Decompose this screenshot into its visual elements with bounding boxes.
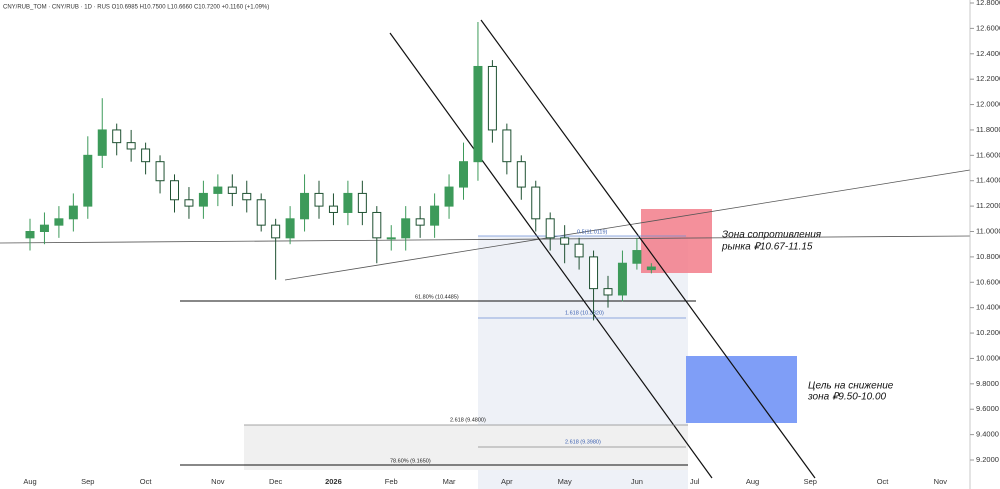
y-tick-label: 9.2000: [976, 455, 999, 464]
candle-body: [83, 154, 93, 207]
candle-body: [25, 231, 35, 239]
x-tick-label: Nov: [934, 477, 948, 486]
fib-zone-low: [244, 425, 688, 470]
y-tick-label: 10.4000: [976, 303, 1000, 312]
x-tick-label: Mar: [443, 477, 456, 486]
candle-body: [646, 266, 656, 271]
y-tick-label: 11.2000: [976, 201, 1000, 210]
candle-body: [603, 288, 613, 296]
candle-body: [430, 205, 440, 226]
y-tick-label: 10.6000: [976, 277, 1000, 286]
candle-body: [617, 262, 627, 296]
candle-body: [632, 250, 642, 264]
y-tick-label: 10.0000: [976, 353, 1000, 362]
y-tick-label: 9.6000: [976, 404, 999, 413]
candle-body: [227, 186, 237, 194]
y-tick-label: 10.2000: [976, 328, 1000, 337]
candle-body: [444, 186, 454, 207]
candle-body: [560, 237, 570, 245]
candle-body: [39, 224, 49, 232]
candle-body: [198, 192, 208, 207]
candle-body: [242, 192, 252, 201]
candle-body: [97, 129, 107, 156]
candle-body: [141, 148, 151, 163]
candle-body: [531, 186, 541, 220]
x-tick-label: Sep: [804, 477, 817, 486]
y-tick-label: 10.8000: [976, 252, 1000, 261]
candle-body: [170, 180, 179, 201]
candle-body: [300, 192, 310, 220]
candle-body: [459, 161, 468, 188]
y-tick-label: 12.8000: [976, 0, 1000, 7]
fib-label: 61.80% (10.4485): [415, 294, 459, 300]
candle-body: [213, 186, 223, 194]
candle-body: [256, 199, 266, 226]
x-tick-label: Aug: [23, 477, 36, 486]
candle-body: [285, 218, 295, 239]
x-tick-label: Aug: [746, 477, 759, 486]
candle-body: [415, 218, 425, 226]
support-line: [0, 235, 971, 244]
candle-body: [126, 142, 136, 150]
y-tick-label: 12.2000: [976, 74, 1000, 83]
y-tick-label: 11.4000: [976, 176, 1000, 185]
x-tick-label: Oct: [140, 477, 153, 486]
candle-body: [271, 224, 281, 239]
fib-label: 1.618 (10.3320): [565, 310, 604, 316]
target-zone: [686, 356, 797, 423]
candle-body: [516, 161, 526, 188]
resistance-note: рынка ₽10.67-11.15: [721, 242, 813, 253]
x-tick-label: Jul: [690, 477, 700, 486]
x-tick-label: Sep: [81, 477, 94, 486]
candle-body: [487, 65, 497, 131]
trend-line: [284, 169, 971, 281]
x-tick-label: Oct: [877, 477, 890, 486]
fib-label: 78.60% (9.1650): [390, 458, 431, 464]
y-tick-label: 11.6000: [976, 150, 1000, 159]
candle-body: [401, 218, 411, 239]
target-note: Цель на снижение: [808, 381, 894, 392]
candle-body: [473, 65, 483, 163]
y-tick-label: 9.8000: [976, 379, 999, 388]
candle-body: [545, 218, 555, 239]
x-tick-label: May: [558, 477, 572, 486]
candle-body: [155, 161, 165, 182]
x-tick-label: Apr: [501, 477, 513, 486]
x-tick-label: Dec: [269, 477, 283, 486]
x-tick-label: Jun: [631, 477, 643, 486]
y-tick-label: 9.4000: [976, 430, 999, 439]
candle-body: [589, 256, 599, 290]
y-tick-label: 11.0000: [976, 226, 1000, 235]
target-note: зона ₽9.50-10.00: [807, 392, 887, 403]
chart-title: CNY/RUB_TOM · CNY/RUB · 1D · RUS O10.698…: [3, 5, 269, 11]
candle-body: [357, 192, 367, 213]
candle-body: [68, 205, 78, 220]
candle-body: [184, 199, 194, 207]
y-tick-label: 11.8000: [976, 125, 1000, 134]
x-tick-label: Nov: [211, 477, 225, 486]
resistance-note: Зона сопротивления: [722, 230, 822, 241]
y-tick-label: 12.4000: [976, 49, 1000, 58]
candle-body: [314, 192, 324, 207]
y-tick-label: 12.0000: [976, 100, 1000, 109]
x-tick-label: 2026: [325, 477, 342, 486]
candle-body: [574, 243, 584, 258]
channel-line: [480, 19, 816, 479]
candle-body: [328, 205, 338, 213]
candle-body: [372, 211, 382, 239]
candle-body: [386, 237, 396, 240]
y-tick-label: 12.6000: [976, 23, 1000, 32]
resistance-zone: [641, 209, 712, 273]
fib-label: 2.618 (9.3980): [565, 439, 601, 445]
candle-body: [343, 192, 353, 213]
channel-line: [389, 32, 713, 479]
candle-body: [112, 129, 122, 144]
fib-label: 0.5(11.0119): [577, 229, 608, 235]
fib-label: 2.618 (9.4800): [450, 417, 486, 423]
candle-body: [54, 218, 64, 226]
candle-body: [502, 129, 512, 163]
x-tick-label: Feb: [385, 477, 398, 486]
